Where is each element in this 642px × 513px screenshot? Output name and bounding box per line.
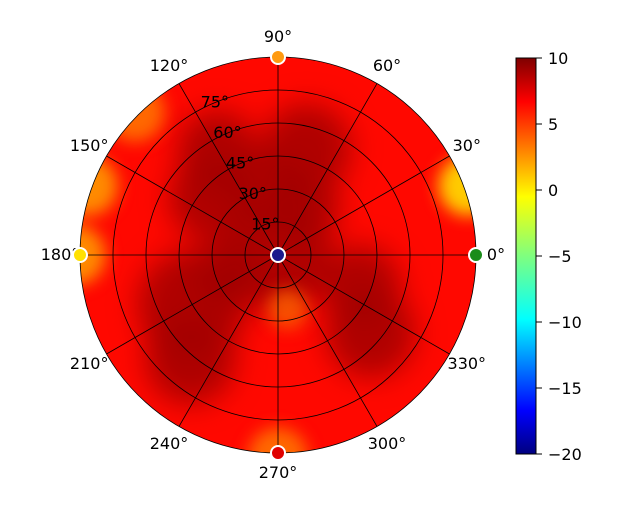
field-inner-region [267, 289, 308, 330]
edge-markers [72, 49, 484, 461]
grid-spoke [277, 83, 378, 256]
grid-spoke [178, 83, 279, 256]
marker-point [468, 247, 484, 263]
marker-point [72, 247, 88, 263]
angle-tick-label: 120° [150, 56, 189, 75]
tick-labels: 0° 30° 60° 90° 120° 150° 180° 210° 240° 270° 300° 3… [41, 27, 505, 482]
colorbar: 10 5 0 −5 −10 −15 −20 [515, 49, 582, 464]
radial-tick-label: 45° [226, 154, 254, 173]
grid-spoke [277, 254, 378, 427]
angle-tick-label: 240° [150, 434, 189, 453]
colorbar-tick-label: 10 [548, 49, 568, 68]
marker-point [270, 445, 286, 461]
angle-tick-label: 210° [70, 354, 109, 373]
polar-grid [79, 56, 477, 454]
field-edge-region [438, 155, 476, 216]
colorbar-strip [515, 57, 537, 455]
grid-spoke [277, 155, 450, 256]
field-dark-region [320, 245, 401, 326]
colorbar-tick-label: −5 [548, 247, 572, 266]
angle-tick-label: 330° [448, 354, 487, 373]
colorbar-tick-label: 5 [548, 115, 558, 134]
field-edge-region [80, 225, 106, 285]
angle-tick-label: 150° [70, 136, 109, 155]
field-edge-region [104, 81, 165, 142]
radial-tick-label: 15° [251, 215, 279, 234]
field-edge-region [248, 427, 308, 453]
field-dark-region [261, 103, 352, 194]
grid-spoke [106, 254, 279, 355]
angle-tick-label: 30° [453, 136, 481, 155]
angle-tick-label: 270° [259, 463, 298, 482]
heat-field [80, 57, 476, 453]
angle-tick-label: 0° [487, 245, 505, 264]
field-dark-region [145, 314, 236, 405]
grid-spoke [178, 254, 279, 427]
field-dark-region [191, 238, 262, 309]
colorbar-tick-label: −20 [548, 445, 582, 464]
field-dark-region [168, 156, 253, 241]
angle-tick-label: 300° [368, 434, 407, 453]
radial-tick-label: 75° [201, 93, 229, 112]
radial-tick-label: 30° [239, 184, 267, 203]
field-edge-region [80, 155, 118, 216]
colorbar-tick-label: 0 [548, 181, 558, 200]
grid-spoke [106, 155, 279, 256]
marker-point [270, 49, 286, 65]
grid-spoke [277, 254, 450, 355]
marker-point [270, 247, 286, 263]
angle-tick-label: 60° [373, 56, 401, 75]
radial-tick-label: 60° [213, 123, 241, 142]
angle-tick-label: 180° [41, 245, 80, 264]
colorbar-tick-label: −15 [548, 379, 582, 398]
angle-tick-label: 90° [264, 27, 292, 46]
colorbar-tick-label: −10 [548, 313, 582, 332]
